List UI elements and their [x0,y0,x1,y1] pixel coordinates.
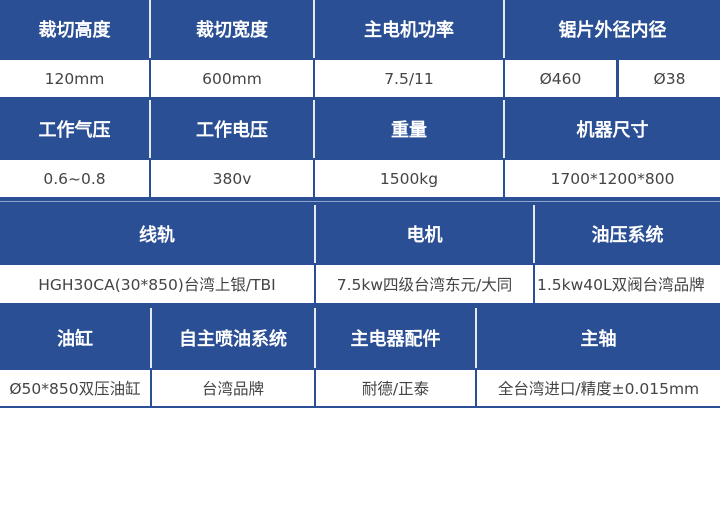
divider [475,308,477,368]
header-working-air-pressure: 工作气压 [0,100,149,158]
value-cutting-width: 600mm [151,60,313,97]
value-linear-guide: HGH30CA(30*850)台湾上银/TBI [0,265,314,303]
header-hydraulic-system: 油压系统 [535,205,720,263]
header-weight: 重量 [315,100,503,158]
value-blade-inner-diameter: Ø38 [619,60,720,97]
value-motor: 7.5kw四级台湾东元/大同 [316,265,533,303]
value-cutting-height: 120mm [0,60,149,97]
value-auto-oil-spray-system: 台湾品牌 [152,370,314,406]
divider [313,100,315,158]
divider [150,308,152,368]
value-machine-size: 1700*1200*800 [505,160,720,197]
divider [149,0,151,58]
header-machine-size: 机器尺寸 [505,100,720,158]
divider [314,308,316,368]
header-cutting-width: 裁切宽度 [151,0,313,58]
value-spindle: 全台湾进口/精度±0.015mm [477,370,720,406]
value-working-voltage: 380v [151,160,313,197]
divider [503,0,505,58]
header-oil-cylinder: 油缸 [0,308,150,368]
header-working-voltage: 工作电压 [151,100,313,158]
header-main-motor-power: 主电机功率 [315,0,503,58]
value-oil-cylinder: Ø50*850双压油缸 [0,370,150,406]
divider [149,100,151,158]
value-main-motor-power: 7.5/11 [315,60,503,97]
header-main-electrical-parts: 主电器配件 [316,308,475,368]
value-main-electrical-parts: 耐德/正泰 [316,370,475,406]
header-motor: 电机 [316,205,533,263]
divider [313,0,315,58]
divider [533,205,535,263]
header-blade-diameter: 锯片外径内径 [505,0,720,58]
value-working-air-pressure: 0.6~0.8 [0,160,149,197]
divider [0,201,720,202]
header-linear-guide: 线轨 [0,205,314,263]
value-blade-outer-diameter: Ø460 [505,60,616,97]
header-cutting-height: 裁切高度 [0,0,149,58]
divider [314,205,316,263]
divider [503,100,505,158]
header-spindle: 主轴 [477,308,720,368]
value-hydraulic-system: 1.5kw40L双阀台湾品牌 [535,265,720,303]
value-weight: 1500kg [315,160,503,197]
header-auto-oil-spray-system: 自主喷油系统 [152,308,314,368]
